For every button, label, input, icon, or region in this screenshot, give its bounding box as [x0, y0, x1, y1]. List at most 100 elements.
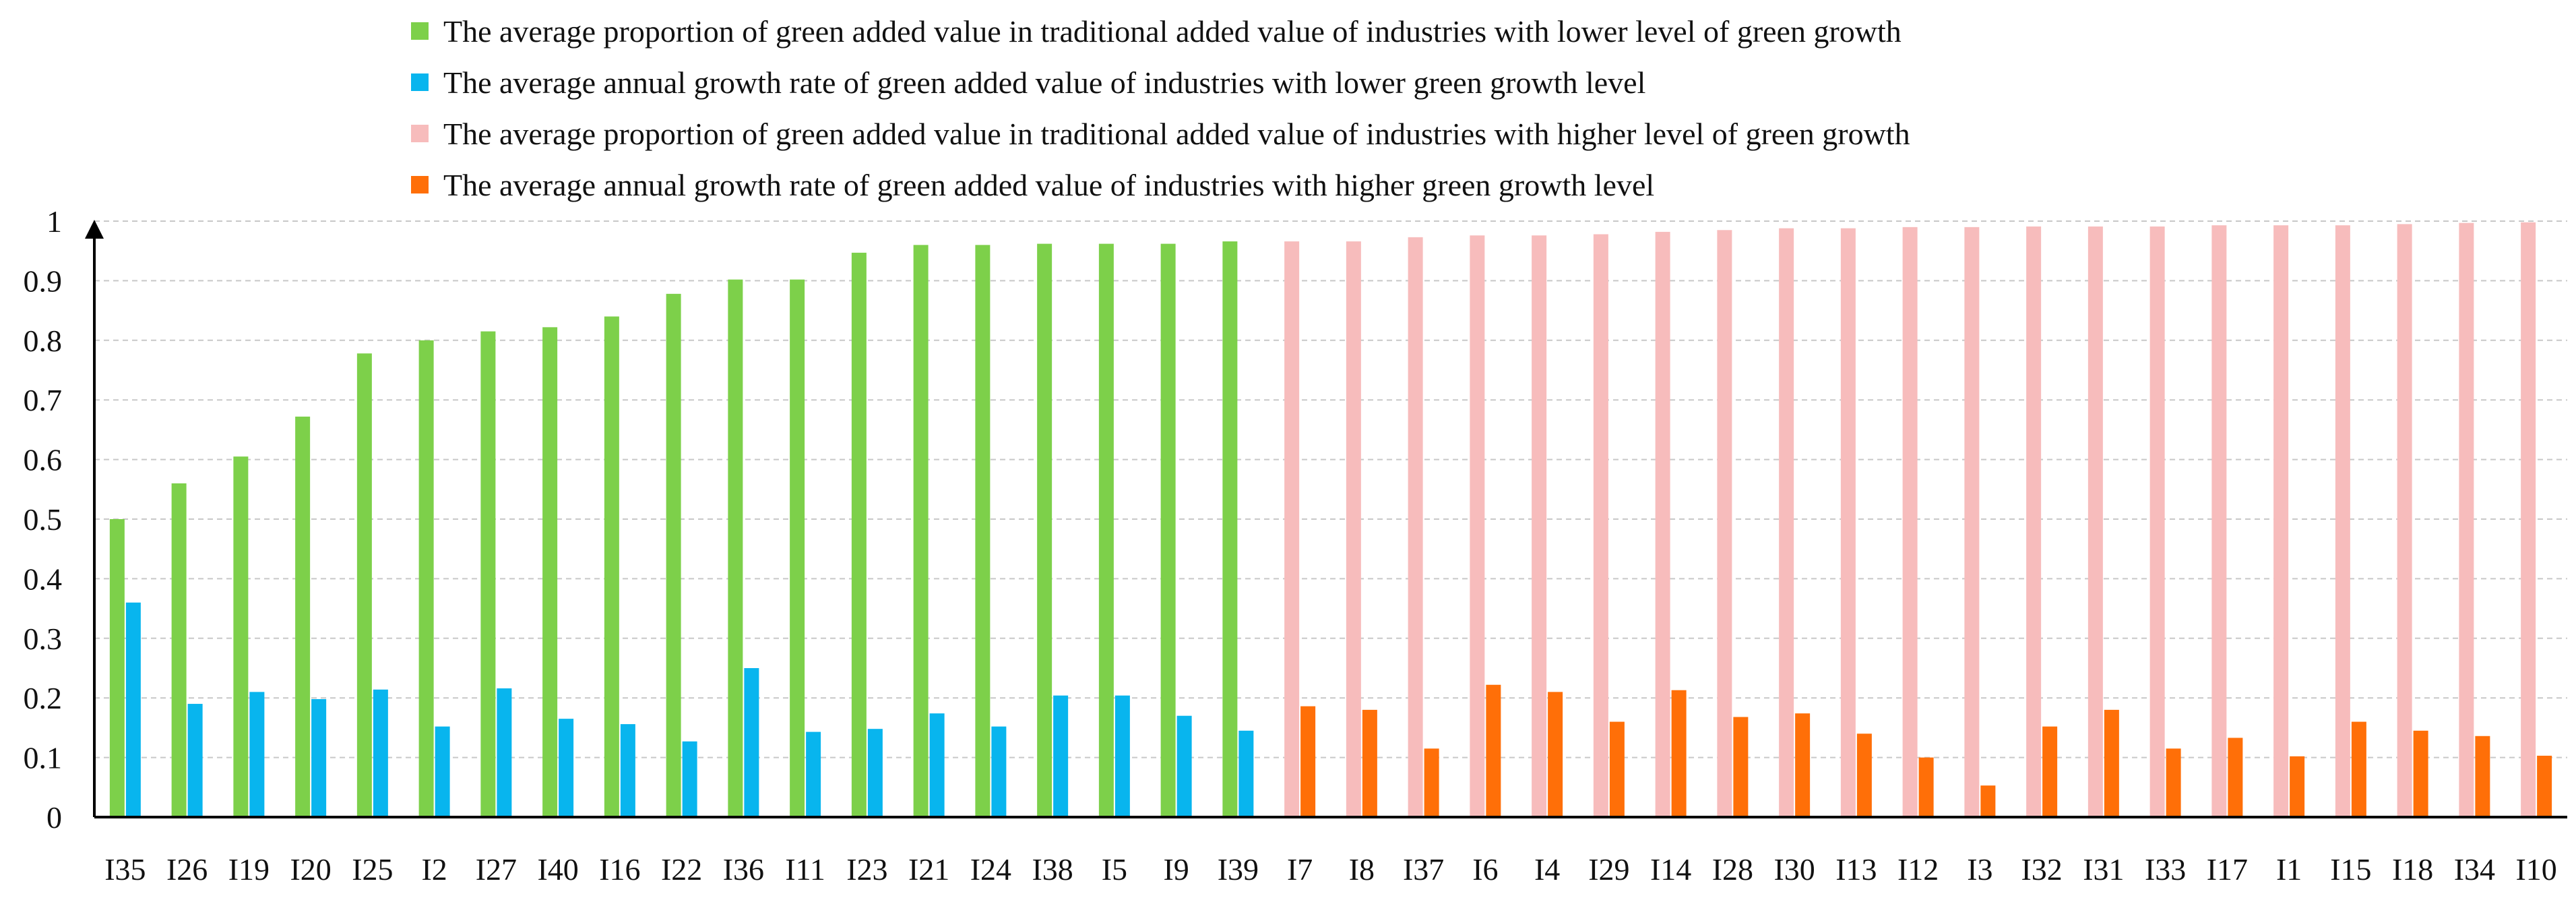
bar-proportion-i15	[2335, 225, 2350, 817]
legend-label-lower-proportion: The average proportion of green added va…	[443, 13, 1902, 49]
bar-growth-i27	[497, 688, 512, 817]
x-tick-label: I37	[1403, 852, 1444, 887]
bar-growth-i17	[2228, 738, 2243, 817]
bar-growth-i38	[1053, 695, 1069, 817]
bar-proportion-i31	[2087, 226, 2103, 817]
y-tick-label: 0.4	[24, 562, 63, 596]
bar-growth-i37	[1424, 748, 1439, 817]
x-tick-label: I5	[1102, 852, 1127, 887]
bar-growth-i30	[1795, 713, 1811, 817]
bar-proportion-i35	[109, 519, 125, 817]
gridlines	[94, 220, 2567, 758]
x-tick-label: I39	[1218, 852, 1259, 887]
x-tick-label: I16	[599, 852, 640, 887]
y-tick-label: 0.2	[24, 681, 63, 715]
bar-growth-i18	[2413, 730, 2428, 817]
x-tick-label: I2	[421, 852, 447, 887]
x-tick-label: I34	[2454, 852, 2495, 887]
bar-proportion-i18	[2397, 224, 2412, 817]
legend-item-lower-proportion: The average proportion of green added va…	[411, 5, 1910, 57]
bar-proportion-i21	[913, 245, 929, 817]
y-tick-label: 1	[46, 204, 62, 239]
bar-proportion-i22	[666, 293, 681, 817]
bar-proportion-i27	[480, 331, 496, 817]
x-tick-label: I30	[1773, 852, 1815, 887]
bar-proportion-i34	[2459, 222, 2474, 818]
bar-growth-i3	[1980, 785, 1996, 817]
bar-growth-i21	[929, 713, 945, 817]
bar-proportion-i23	[851, 252, 867, 817]
bar-proportion-i33	[2149, 226, 2165, 817]
y-tick-label: 0.1	[24, 741, 63, 775]
legend-swatch-lower-proportion	[411, 22, 429, 40]
x-tick-label: I19	[228, 852, 270, 887]
bar-proportion-i24	[975, 245, 991, 817]
x-tick-label: I3	[1967, 852, 1992, 887]
bar-growth-i28	[1733, 717, 1749, 817]
bar-growth-i22	[682, 741, 697, 817]
x-tick-label: I24	[970, 852, 1011, 887]
bar-proportion-i9	[1160, 243, 1176, 817]
bar-proportion-i14	[1655, 231, 1670, 817]
bar-proportion-i25	[356, 353, 372, 817]
legend-item-lower-growth: The average annual growth rate of green …	[411, 57, 1910, 108]
x-tick-label: I40	[537, 852, 578, 887]
bar-proportion-i6	[1470, 235, 1485, 817]
y-tick-label: 0.8	[24, 324, 63, 358]
bar-growth-i16	[620, 724, 635, 817]
bar-proportion-i13	[1840, 228, 1856, 817]
bar-proportion-i12	[1902, 227, 1918, 818]
bar-growth-i35	[125, 602, 141, 817]
x-tick-label: I4	[1534, 852, 1560, 887]
x-tick-label: I7	[1287, 852, 1313, 887]
bar-growth-i23	[867, 729, 883, 817]
x-tick-label: I31	[2083, 852, 2124, 887]
bar-proportion-i10	[2521, 222, 2536, 817]
bar-growth-i31	[2104, 709, 2119, 817]
x-tick-label: I14	[1650, 852, 1691, 887]
bar-growth-i7	[1300, 706, 1316, 817]
bars	[109, 222, 2552, 818]
bar-proportion-i2	[418, 340, 434, 817]
x-tick-label: I21	[908, 852, 949, 887]
bar-growth-i11	[806, 731, 821, 817]
bar-growth-i4	[1548, 692, 1563, 817]
bar-proportion-i4	[1532, 235, 1547, 817]
bar-proportion-i11	[790, 279, 805, 818]
bar-growth-i36	[744, 668, 759, 817]
bar-proportion-i7	[1284, 241, 1300, 817]
bar-growth-i12	[1918, 757, 1934, 817]
x-tick-label: I27	[476, 852, 517, 887]
legend-swatch-higher-proportion	[411, 125, 429, 142]
bar-growth-i9	[1176, 715, 1192, 817]
x-tick-label: I20	[290, 852, 331, 887]
bar-growth-i20	[311, 698, 327, 817]
bar-proportion-i29	[1593, 234, 1608, 817]
x-tick-label: I36	[723, 852, 764, 887]
bar-growth-i34	[2475, 736, 2490, 817]
bar-proportion-i26	[171, 483, 187, 817]
bar-growth-i19	[249, 692, 265, 817]
bar-proportion-i19	[233, 456, 249, 817]
x-tick-label: I13	[1835, 852, 1877, 887]
bar-growth-i8	[1362, 709, 1377, 817]
x-tick-label: I18	[2392, 852, 2433, 887]
legend-label-higher-growth: The average annual growth rate of green …	[443, 167, 1655, 202]
bar-proportion-i8	[1346, 241, 1361, 817]
bar-proportion-i32	[2026, 226, 2042, 817]
x-tick-label: I17	[2207, 852, 2248, 887]
legend-swatch-higher-growth	[411, 176, 429, 193]
bar-proportion-i40	[542, 327, 558, 817]
x-tick-label: I23	[846, 852, 887, 887]
y-tick-label: 0.9	[24, 264, 63, 298]
x-tick-label: I9	[1163, 852, 1189, 887]
bar-growth-i15	[2351, 721, 2366, 817]
bar-growth-i10	[2537, 755, 2552, 817]
y-tick-label: 0.3	[24, 622, 63, 656]
bar-growth-i33	[2166, 748, 2181, 817]
x-tick-label: I29	[1588, 852, 1629, 887]
axes	[85, 220, 2567, 818]
bar-growth-i39	[1238, 730, 1254, 817]
tick-labels: 0 0.1 0.2 0.3 0.4 0.5 0.6 0.7 0.8 0.9 1 I35 I26 I19 I2…	[24, 204, 2557, 887]
legend-item-higher-growth: The average annual growth rate of green …	[411, 159, 1910, 210]
